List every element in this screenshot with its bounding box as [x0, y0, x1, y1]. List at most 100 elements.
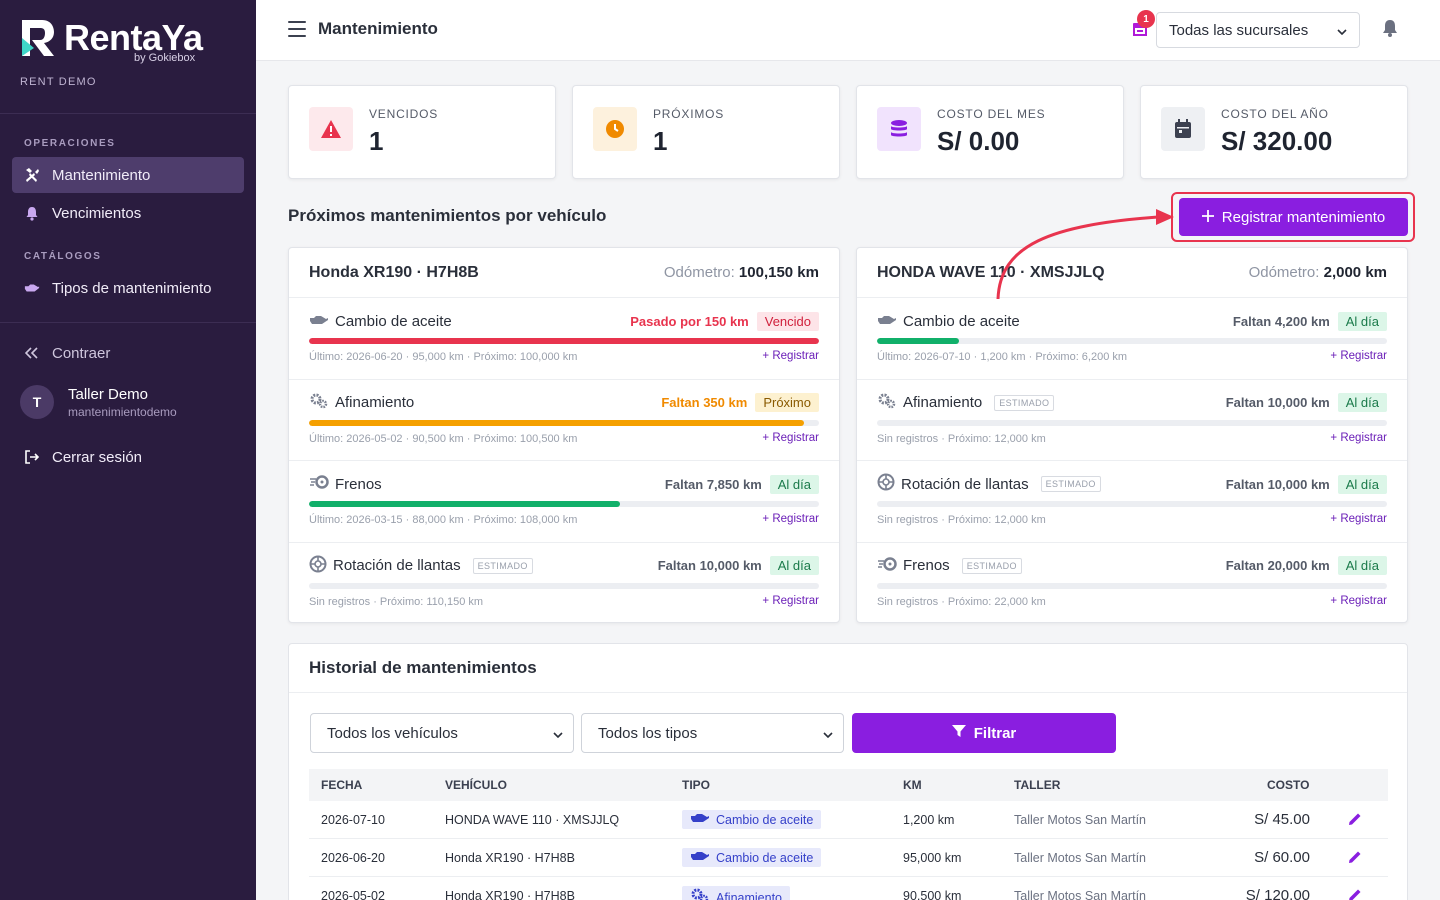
register-link[interactable]: + Registrar [762, 432, 819, 444]
register-link[interactable]: + Registrar [1330, 432, 1387, 444]
register-link[interactable]: + Registrar [1330, 595, 1387, 607]
type-badge: Cambio de aceite [682, 810, 822, 829]
filter-button-label: Filtrar [973, 724, 1017, 742]
annotation-arrow-icon [996, 209, 1174, 300]
maintenance-status: Faltan 20,000 km Al día [1226, 556, 1387, 575]
status-badge: Próximo [755, 393, 819, 412]
user-profile[interactable]: T Taller Demo mantenimientodemo [0, 385, 256, 419]
register-link[interactable]: + Registrar [762, 513, 819, 525]
maintenance-status: Faltan 4,200 km Al día [1233, 311, 1387, 331]
cell-taller: Taller Motos San Martín [1014, 851, 1146, 865]
oil-can-icon [309, 313, 329, 330]
filter-button[interactable]: Filtrar [852, 713, 1116, 753]
sidebar-item-tipos[interactable]: Tipos de mantenimiento [12, 270, 244, 306]
cell-km: 95,000 km [903, 851, 962, 865]
maintenance-row: Cambio de aceite Faltan 4,200 km Al día Últ… [857, 298, 1407, 380]
maintenance-row-top: Afinamiento Faltan 350 km Próximo [309, 392, 819, 414]
type-badge-label: Cambio de aceite [716, 812, 814, 827]
cell-taller: Taller Motos San Martín [1014, 889, 1146, 900]
edit-icon[interactable] [1348, 850, 1362, 867]
maintenance-row: Cambio de aceite Pasado por 150 km Vencido… [289, 298, 839, 380]
stat-card-costo-anio: COSTO DEL AÑO S/ 320.00 [1140, 85, 1408, 179]
table-header: FECHA VEHÍCULO TIPO KM TALLER COSTO [309, 769, 1388, 801]
maintenance-detail: Sin registros · Próximo: 12,000 km [877, 514, 1046, 526]
table-row: 2026-05-02 Honda XR190 · H7H8B Afinamiento… [309, 877, 1388, 900]
maintenance-row: Afinamiento ESTIMADO Faltan 10,000 km Al dí… [857, 380, 1407, 461]
estimated-badge: ESTIMADO [1040, 476, 1101, 492]
progress-bar [309, 338, 819, 344]
maintenance-type-label: Frenos [903, 557, 950, 574]
column-header-taller: TALLER [1014, 778, 1061, 792]
stat-card-proximos: PRÓXIMOS 1 [572, 85, 840, 179]
menu-icon[interactable] [288, 21, 306, 37]
type-badge-label: Cambio de aceite [716, 850, 814, 865]
register-link[interactable]: + Registrar [1330, 513, 1387, 525]
column-header-costo: COSTO [1267, 778, 1310, 792]
register-maintenance-button[interactable]: Registrar mantenimiento [1179, 198, 1408, 236]
type-filter-select[interactable]: Todos los tipos [581, 713, 844, 753]
cell-vehiculo: Honda XR190 · H7H8B [445, 889, 575, 900]
edit-icon[interactable] [1348, 888, 1362, 900]
progress-bar [877, 501, 1387, 507]
sidebar-item-mantenimiento[interactable]: Mantenimiento [12, 157, 244, 193]
table-row: 2026-07-10 HONDA WAVE 110 · XMSJJLQ Cambio… [309, 801, 1388, 839]
notifications-bell-icon[interactable] [1380, 18, 1400, 43]
topbar: Mantenimiento Todas las sucursales [256, 0, 1440, 61]
sidebar-item-vencimientos[interactable]: Vencimientos [12, 195, 244, 231]
column-header-fecha: FECHA [321, 778, 363, 792]
brand: RentaYa by Gokiebox RENT DEMO [0, 0, 256, 114]
register-link-label: Registrar [772, 513, 819, 525]
cogs-icon [877, 393, 897, 413]
maintenance-row-top: Rotación de llantas ESTIMADO Faltan 10,000… [877, 473, 1387, 495]
maintenance-name: Cambio de aceite [309, 313, 452, 330]
account-name: RENT DEMO [20, 76, 97, 88]
register-maintenance-label: Registrar mantenimiento [1221, 208, 1386, 226]
register-link[interactable]: + Registrar [762, 595, 819, 607]
plus-icon: + [1330, 594, 1341, 607]
maintenance-status: Faltan 10,000 km Al día [658, 556, 819, 575]
logout-icon [24, 449, 40, 465]
register-link[interactable]: + Registrar [762, 350, 819, 362]
plus-icon: + [762, 594, 773, 607]
oil-can-icon [690, 812, 710, 827]
logout-button[interactable]: Cerrar sesión [12, 439, 244, 475]
status-badge: Vencido [756, 311, 819, 331]
sidebar-item-label: Tipos de mantenimiento [52, 279, 212, 297]
edit-icon[interactable] [1348, 812, 1362, 829]
vehicle-panel: Honda XR190 · H7H8B Odómetro: 100,150 km C… [288, 247, 840, 623]
cell-vehiculo: Honda XR190 · H7H8B [445, 851, 575, 865]
nav-section-operaciones: OPERACIONES [24, 138, 116, 149]
type-badge: Afinamiento [682, 886, 791, 900]
status-badge: Al día [1337, 474, 1387, 494]
maintenance-detail: Sin registros · Próximo: 22,000 km [877, 595, 1046, 608]
status-text: Faltan 10,000 km [1225, 395, 1330, 410]
brand-name: RentaYa [64, 17, 203, 58]
brand-by: by Gokiebox [134, 52, 196, 64]
status-badge: Al día [1337, 556, 1387, 575]
odometer: Odómetro: 100,150 km [664, 264, 819, 281]
status-text: Pasado por 150 km [630, 313, 749, 329]
branch-select[interactable]: Todas las sucursales [1156, 12, 1360, 48]
maintenance-name: Frenos ESTIMADO [877, 556, 1022, 575]
maintenance-type-label: Rotación de llantas [333, 557, 461, 574]
maintenance-row-top: Afinamiento ESTIMADO Faltan 10,000 km Al dí… [877, 392, 1387, 414]
bell-icon [24, 205, 40, 221]
brakes-icon [877, 556, 897, 575]
stat-value: 1 [369, 126, 384, 156]
plus-icon: + [1330, 513, 1341, 525]
register-link-label: Registrar [772, 431, 819, 444]
progress-bar-fill [309, 419, 804, 426]
register-link[interactable]: + Registrar [1330, 350, 1387, 362]
maintenance-detail: Sin registros · Próximo: 12,000 km [877, 432, 1046, 445]
chevron-down-icon [1337, 22, 1347, 39]
stat-label: VENCIDOS [369, 107, 439, 121]
vehicle-filter-select[interactable]: Todos los vehículos [310, 713, 574, 753]
collapse-sidebar-button[interactable]: Contraer [12, 335, 244, 371]
register-link-label: Registrar [1340, 594, 1387, 607]
stat-value: 1 [653, 126, 668, 156]
sidebar: RentaYa by Gokiebox RENT DEMO OPERACIONE… [0, 0, 256, 900]
maintenance-row-top: Cambio de aceite Pasado por 150 km Vencido [309, 310, 819, 332]
logo[interactable]: RentaYa [20, 18, 236, 58]
coins-icon [877, 107, 921, 151]
maintenance-row: Rotación de llantas ESTIMADO Faltan 10,000… [857, 461, 1407, 543]
